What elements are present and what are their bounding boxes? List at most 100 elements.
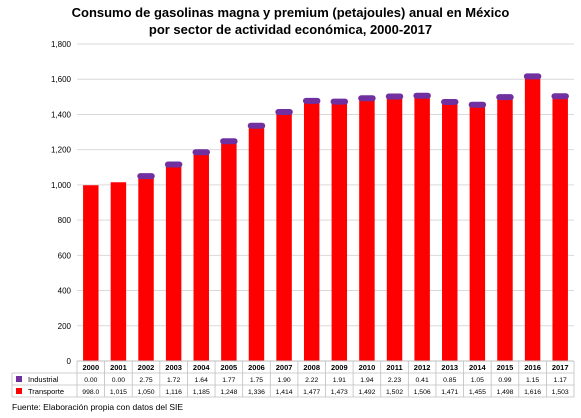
y-tick-label: 1,600 xyxy=(51,75,72,84)
data-label-transporte: 1,473 xyxy=(331,389,348,396)
x-tick-label: 2006 xyxy=(248,363,265,372)
x-tick-label: 2008 xyxy=(303,363,320,372)
source-note: Fuente: Elaboración propia con datos del… xyxy=(12,402,184,412)
bar-industrial xyxy=(441,98,459,105)
data-label-industrial: 0.85 xyxy=(443,377,456,384)
x-tick-label: 2003 xyxy=(165,363,182,372)
data-label-industrial: 1.72 xyxy=(167,377,180,384)
data-label-transporte: 1,616 xyxy=(524,389,541,396)
bar-industrial xyxy=(164,161,183,168)
data-label-transporte: 1,502 xyxy=(386,389,403,396)
y-tick-label: 800 xyxy=(58,216,72,225)
bar-transporte xyxy=(386,96,403,361)
data-label-industrial: 1.90 xyxy=(277,377,290,384)
bar-transporte xyxy=(193,152,209,361)
x-tick-label: 2009 xyxy=(331,363,348,372)
bar-industrial xyxy=(220,138,238,145)
legend-label-industrial: Industrial xyxy=(28,375,59,384)
bar-industrial xyxy=(275,108,293,115)
bar-industrial xyxy=(551,93,569,100)
x-tick-label: 2017 xyxy=(552,363,569,372)
data-label-industrial: 2.75 xyxy=(139,377,152,384)
x-tick-label: 2004 xyxy=(193,363,211,372)
bar-transporte xyxy=(524,76,541,361)
data-label-industrial: 2.22 xyxy=(305,377,318,384)
bar-industrial xyxy=(385,93,404,100)
data-label-transporte: 1,477 xyxy=(303,389,320,396)
bar-transporte xyxy=(138,176,154,361)
data-label-industrial: 0.00 xyxy=(112,377,125,384)
bar-transporte xyxy=(83,185,99,361)
bar-transporte xyxy=(165,164,182,361)
x-tick-label: 2016 xyxy=(524,363,541,372)
data-label-transporte: 1,116 xyxy=(165,389,182,396)
bar-industrial xyxy=(496,94,514,101)
y-tick-label: 1,400 xyxy=(51,110,72,119)
data-label-transporte: 1,336 xyxy=(248,389,265,396)
bar-transporte xyxy=(552,96,568,362)
data-label-industrial: 1.94 xyxy=(360,377,373,384)
data-label-industrial: 1.75 xyxy=(250,377,263,384)
chart-title-line-1: Consumo de gasolinas magna y premium (pe… xyxy=(71,5,510,20)
y-tick-label: 1,000 xyxy=(51,181,72,190)
x-tick-label: 2014 xyxy=(469,363,487,372)
bar-transporte xyxy=(276,111,292,362)
bar-industrial xyxy=(523,73,542,80)
y-tick-label: 200 xyxy=(58,322,72,331)
chart-title: Consumo de gasolinas magna y premium (pe… xyxy=(0,4,581,38)
bar-transporte xyxy=(442,101,458,361)
y-tick-label: 0 xyxy=(67,357,72,366)
bar-transporte xyxy=(248,125,265,362)
bar-industrial xyxy=(330,98,349,105)
bar-industrial xyxy=(413,92,431,99)
data-label-industrial: 2.23 xyxy=(388,377,401,384)
x-tick-label: 2010 xyxy=(359,363,376,372)
data-label-industrial: 0.00 xyxy=(84,377,97,384)
x-tick-label: 2001 xyxy=(110,363,127,372)
y-tick-label: 400 xyxy=(58,287,72,296)
data-label-industrial: 0.41 xyxy=(416,377,429,384)
bar-industrial xyxy=(468,101,487,108)
data-label-transporte: 1,015 xyxy=(110,389,127,396)
data-label-transporte: 1,471 xyxy=(441,389,458,396)
data-label-industrial: 1.17 xyxy=(554,377,567,384)
x-tick-label: 2005 xyxy=(221,363,238,372)
bar-transporte xyxy=(331,101,348,362)
data-label-transporte: 1,248 xyxy=(220,389,237,396)
data-label-transporte: 1,050 xyxy=(138,389,155,396)
data-label-transporte: 998.0 xyxy=(82,389,99,396)
data-label-transporte: 1,503 xyxy=(552,389,569,396)
bar-industrial xyxy=(137,173,155,180)
bar-transporte xyxy=(303,100,320,362)
data-label-transporte: 1,455 xyxy=(469,389,486,396)
x-tick-label: 2015 xyxy=(497,363,514,372)
data-label-industrial: 1.05 xyxy=(471,377,484,384)
data-label-industrial: 1.91 xyxy=(333,377,346,384)
data-label-transporte: 1,492 xyxy=(358,389,375,396)
y-tick-label: 1,800 xyxy=(51,40,72,49)
data-label-transporte: 1,185 xyxy=(193,389,210,396)
data-label-industrial: 1.64 xyxy=(195,377,208,384)
bar-transporte xyxy=(497,97,513,362)
legend-swatch-transporte xyxy=(16,388,22,394)
bar-industrial xyxy=(247,122,266,129)
y-tick-label: 600 xyxy=(58,251,72,260)
bar-transporte xyxy=(414,95,430,361)
x-tick-label: 2013 xyxy=(441,363,458,372)
data-label-industrial: 1.77 xyxy=(222,377,235,384)
x-tick-label: 2012 xyxy=(414,363,431,372)
x-tick-label: 2002 xyxy=(138,363,155,372)
x-tick-label: 2000 xyxy=(82,363,99,372)
data-label-transporte: 1,414 xyxy=(276,389,293,396)
bar-transporte xyxy=(469,104,486,361)
chart-title-line-2: por sector de actividad económica, 2000-… xyxy=(148,22,433,37)
bar-industrial xyxy=(302,97,321,104)
legend-swatch-industrial xyxy=(16,376,22,382)
legend-label-transporte: Transporte xyxy=(28,387,64,396)
bar-transporte xyxy=(110,182,127,361)
bar-industrial xyxy=(358,95,376,102)
bar-transporte xyxy=(359,98,375,362)
data-label-industrial: 0.99 xyxy=(498,377,511,384)
x-tick-label: 2011 xyxy=(386,363,402,372)
